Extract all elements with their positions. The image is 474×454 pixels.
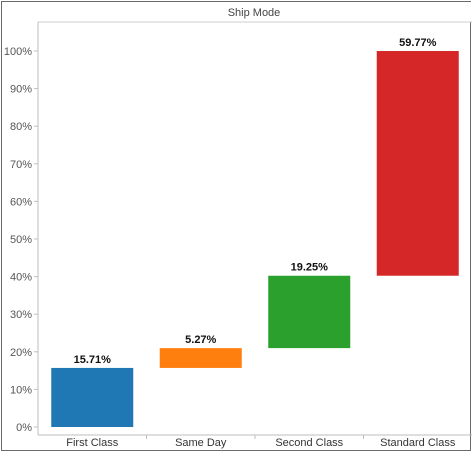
bar-same-day[interactable] — [159, 348, 242, 368]
y-tick-label: 30% — [10, 309, 32, 321]
data-label: 19.25% — [291, 262, 329, 274]
y-tick-label: 100% — [4, 46, 32, 58]
y-tick-label: 90% — [10, 84, 32, 96]
x-category-label: First Class — [66, 437, 118, 449]
bar-standard-class[interactable] — [376, 51, 459, 276]
y-tick-label: 50% — [10, 234, 32, 246]
y-tick-label: 0% — [16, 422, 32, 434]
x-category-label: Same Day — [175, 437, 227, 449]
x-category-label: Second Class — [275, 437, 343, 449]
y-tick-label: 10% — [10, 384, 32, 396]
data-label: 59.77% — [399, 37, 437, 49]
y-tick-label: 60% — [10, 196, 32, 208]
data-label: 15.71% — [74, 354, 112, 366]
data-label: 5.27% — [185, 334, 216, 346]
x-category-label: Standard Class — [380, 437, 456, 449]
y-tick-label: 70% — [10, 159, 32, 171]
x-axis-categories: First Class Same Day Second Class Standard … — [66, 435, 456, 449]
y-tick-label: 80% — [10, 121, 32, 133]
y-axis-ticks: 0% 10% 20% 30% 40% 50% 60% 70% 80% 90% 100% — [4, 46, 38, 434]
header-band — [2, 2, 472, 22]
bar-first-class[interactable] — [51, 367, 134, 427]
y-tick-label: 40% — [10, 272, 32, 284]
chart-title: Ship Mode — [228, 7, 281, 19]
y-tick-label: 20% — [10, 347, 32, 359]
bar-second-class[interactable] — [268, 275, 351, 349]
bars-group — [51, 51, 459, 427]
data-labels-group: 15.71% 5.27% 19.25% 59.77% — [74, 37, 437, 366]
